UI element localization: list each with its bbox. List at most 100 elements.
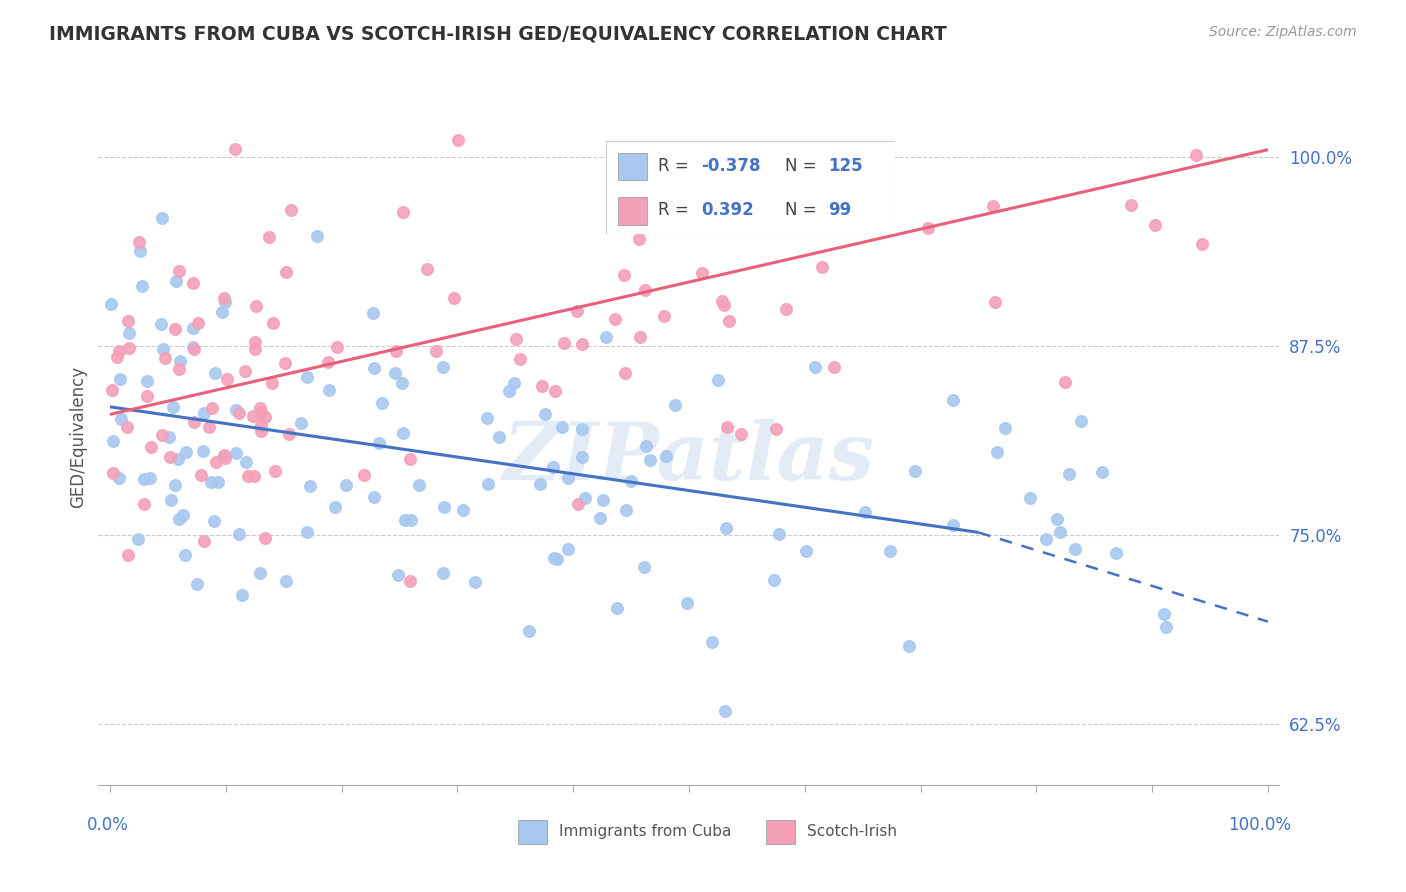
- Point: [464, 574, 486, 589]
- Point: [384, 366, 406, 380]
- Point: [983, 199, 1005, 213]
- Point: [942, 393, 965, 408]
- Point: [108, 344, 131, 359]
- Point: [157, 430, 180, 444]
- Point: [716, 420, 738, 434]
- Point: [191, 443, 214, 458]
- Point: [477, 410, 499, 425]
- Point: [242, 409, 264, 423]
- Point: [250, 405, 273, 419]
- Point: [224, 142, 246, 156]
- Point: [274, 265, 297, 279]
- Point: [768, 527, 790, 541]
- Point: [897, 639, 920, 653]
- Point: [274, 356, 297, 370]
- Point: [183, 415, 205, 429]
- Point: [904, 464, 927, 478]
- Point: [551, 419, 574, 434]
- Point: [399, 452, 422, 467]
- Point: [408, 478, 430, 492]
- Point: [103, 434, 125, 448]
- FancyBboxPatch shape: [617, 197, 647, 225]
- Point: [574, 491, 596, 505]
- Text: Scotch-Irish: Scotch-Irish: [807, 824, 897, 839]
- Point: [717, 314, 740, 328]
- Point: [249, 566, 271, 580]
- Point: [433, 500, 456, 515]
- Point: [368, 435, 391, 450]
- Point: [152, 342, 174, 356]
- Point: [280, 202, 302, 217]
- Point: [245, 299, 267, 313]
- FancyBboxPatch shape: [766, 820, 796, 844]
- Y-axis label: GED/Equivalency: GED/Equivalency: [69, 366, 87, 508]
- Point: [316, 355, 339, 369]
- Point: [201, 401, 224, 415]
- Point: [557, 471, 579, 485]
- Point: [262, 317, 284, 331]
- Point: [214, 450, 236, 465]
- Point: [132, 497, 155, 511]
- Point: [986, 444, 1008, 458]
- Point: [250, 424, 273, 438]
- Point: [700, 635, 723, 649]
- Point: [543, 551, 565, 566]
- Point: [212, 291, 235, 305]
- Point: [150, 211, 173, 225]
- Point: [613, 366, 636, 380]
- Point: [153, 351, 176, 365]
- Point: [139, 470, 162, 484]
- Point: [1185, 148, 1208, 162]
- Point: [399, 574, 422, 588]
- Point: [1070, 414, 1092, 428]
- Point: [917, 220, 939, 235]
- Point: [278, 427, 301, 442]
- Point: [262, 376, 284, 391]
- Point: [1035, 532, 1057, 546]
- Point: [235, 455, 257, 469]
- Point: [108, 371, 131, 385]
- Point: [193, 533, 215, 548]
- Point: [163, 322, 186, 336]
- Point: [110, 412, 132, 426]
- Point: [588, 511, 610, 525]
- Point: [132, 472, 155, 486]
- Point: [128, 244, 150, 258]
- Point: [553, 336, 575, 351]
- Point: [1018, 491, 1040, 505]
- Point: [392, 205, 415, 219]
- Point: [169, 354, 191, 368]
- Point: [503, 376, 526, 390]
- Point: [447, 133, 470, 147]
- Point: [318, 384, 340, 398]
- Point: [200, 475, 222, 489]
- Point: [183, 321, 205, 335]
- Point: [713, 298, 735, 312]
- Point: [214, 294, 236, 309]
- Point: [391, 376, 413, 390]
- Point: [567, 304, 589, 318]
- Point: [274, 574, 297, 588]
- Point: [544, 384, 567, 399]
- Point: [243, 342, 266, 356]
- Point: [387, 568, 409, 582]
- Point: [879, 543, 901, 558]
- Point: [498, 384, 520, 398]
- Point: [243, 334, 266, 349]
- Point: [1154, 620, 1177, 634]
- Text: IMMIGRANTS FROM CUBA VS SCOTCH-IRISH GED/EQUIVALENCY CORRELATION CHART: IMMIGRANTS FROM CUBA VS SCOTCH-IRISH GED…: [49, 25, 948, 44]
- Point: [202, 515, 225, 529]
- Text: 0.0%: 0.0%: [87, 816, 128, 834]
- Point: [298, 479, 321, 493]
- Point: [295, 524, 318, 539]
- Point: [242, 469, 264, 483]
- Point: [250, 417, 273, 432]
- Text: 0.392: 0.392: [702, 201, 754, 219]
- Point: [115, 420, 138, 434]
- Text: N =: N =: [785, 201, 823, 219]
- Point: [707, 373, 730, 387]
- Point: [370, 395, 392, 409]
- Point: [942, 517, 965, 532]
- Point: [167, 264, 190, 278]
- Point: [326, 340, 349, 354]
